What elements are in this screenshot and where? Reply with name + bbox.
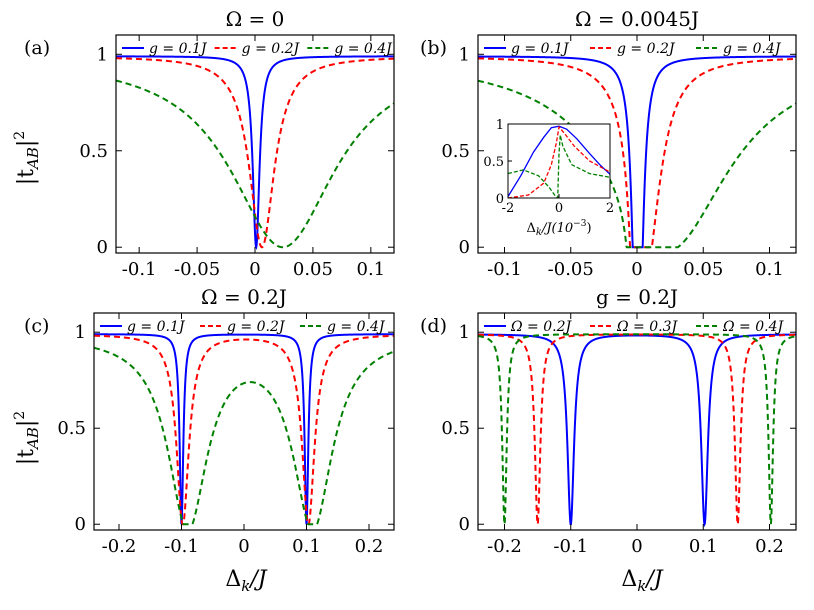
legend: g = 0.1J g = 0.2J g = 0.4J [100,319,386,335]
y-tick-label: 0 [459,514,470,535]
series-line-red [116,57,394,249]
x-tick-label: 0.2 [355,536,384,557]
series-line-blue [116,55,394,251]
panel-title: g = 0.2J [596,285,678,309]
y-tick-label: 1 [75,322,86,343]
legend-entry: g = 0.2J [617,41,676,57]
inset-x-tick-label: 0 [555,201,563,216]
y-tick-label: 0 [459,237,470,258]
x-tick-label: -0.2 [102,536,137,557]
panel-c: Ω = 0.2J-0.2 -0.1 0 0.1 0.200.51 g = 0.1J g = … [57,285,395,557]
y-tick-label: 1 [459,322,470,343]
y-tick-label: 0 [97,237,108,258]
panel-d: g = 0.2J-0.2 -0.1 0 0.1 0.200.51 Ω = 0.2J Ω = … [441,285,797,557]
x-tick-label: -0.1 [487,259,522,280]
series-line-red [478,333,796,525]
x-tick-label: 0.05 [293,259,333,280]
x-tick-label: -0.1 [553,536,588,557]
legend-entry: g = 0.2J [227,319,286,335]
inset-series-red [508,125,610,198]
y-tick-label: 0.5 [79,141,108,162]
panel-a: Ω = 0-0.1 -0.05 0 0.05 0.100.51 g = 0.1J g = 0… [79,7,395,280]
inset-x-tick-label: -2 [502,201,515,216]
legend-entry: g = 0.4J [327,319,386,335]
plot-frame [93,312,395,531]
x-tick-label: 0 [249,259,260,280]
y-tick-label: 0.5 [441,141,470,162]
curves [478,333,796,528]
panel-title: Ω = 0.2J [201,285,287,309]
x-tick-label: 0 [631,259,642,280]
y-tick-label: 1 [97,44,108,65]
inset-x-label: Δk/J(10−3) [526,219,591,238]
x-tick-label: 0.1 [689,536,718,557]
panel-tag-b: (b) [420,37,447,59]
series-line-green [478,333,796,525]
x-axis-label-right: Δk/J [621,567,663,595]
inset-y-tick-label: 0 [496,192,504,207]
x-tick-label: 0.05 [683,259,723,280]
legend-entry: g = 0.2J [242,41,301,57]
x-tick-label: -0.2 [487,536,522,557]
panel-title: Ω = 0.0045J [575,7,699,31]
x-tick-label: 0.1 [357,259,386,280]
x-tick-label: -0.1 [122,259,157,280]
inset-y-tick-label: 1 [496,118,504,133]
legend: Ω = 0.2J Ω = 0.3J Ω = 0.4J [484,319,785,335]
y-axis-label-top: |tAB|2 [12,131,42,185]
series-line-green [116,79,394,249]
x-tick-label: 0.1 [755,259,784,280]
panel-tag-d: (d) [420,315,447,337]
y-tick-label: 1 [459,44,470,65]
series-line-green [94,346,394,526]
y-tick-label: 0 [75,514,86,535]
legend-entry: Ω = 0.4J [722,319,785,335]
legend-entry: g = 0.4J [334,41,393,57]
x-tick-label: -0.05 [548,259,594,280]
inset-y-tick-label: 0.5 [483,155,504,170]
inset-curves [508,125,610,198]
panel-tag-c: (c) [24,315,49,337]
curves [116,55,394,251]
panel-b: Ω = 0.0045J -0.1 -0.05 0 0.05 0.1 0 0.5 1 g = 0.1… [441,7,797,280]
legend-entry: Ω = 0.2J [510,319,573,335]
x-tick-label: 0.2 [755,536,784,557]
x-tick-label: 0 [238,536,249,557]
legend-entry: Ω = 0.3J [616,319,679,335]
x-tick-label: -0.1 [164,536,199,557]
panel-title: Ω = 0 [226,7,285,31]
legend-entry: g = 0.1J [149,41,208,57]
legend-entry: g = 0.1J [511,41,570,57]
legend: g = 0.1J g = 0.2J g = 0.4J [122,41,393,57]
legend: g = 0.1J g = 0.2J g = 0.4J [484,41,782,57]
y-tick-label: 0.5 [441,418,470,439]
legend-entry: g = 0.1J [127,319,186,335]
y-axis-label-bottom: |tAB|2 [12,411,42,465]
y-tick-label: 0.5 [57,418,86,439]
legend-entry: g = 0.4J [723,41,782,57]
series-line-blue [478,333,796,528]
panel-tag-a: (a) [24,37,50,59]
inset-x-tick-label: 2 [606,201,614,216]
series-line-blue [94,333,394,525]
curves [94,333,394,526]
x-tick-label: 0.1 [292,536,321,557]
series-line-red [94,334,394,526]
inset-series-green [508,134,610,198]
x-tick-label: 0 [631,536,642,557]
x-tick-label: -0.05 [174,259,220,280]
x-axis-label-left: Δk/J [225,567,267,595]
plot-frame [477,312,797,531]
